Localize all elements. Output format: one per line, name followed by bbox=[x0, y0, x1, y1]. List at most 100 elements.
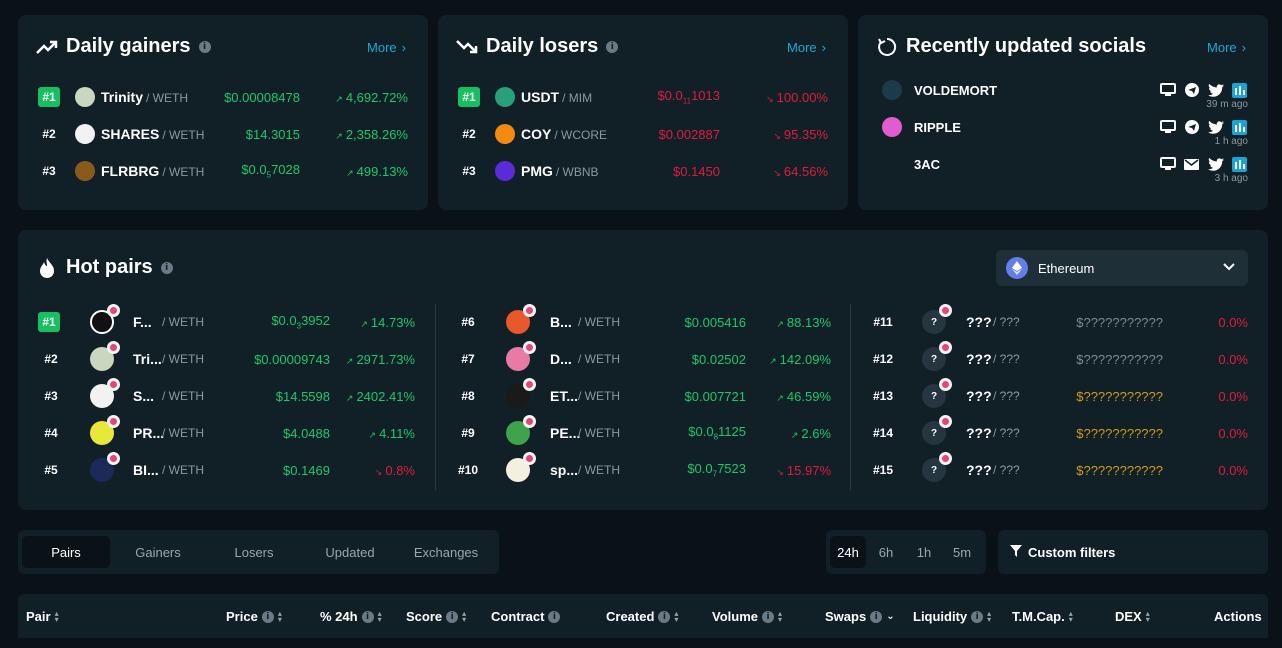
telegram-icon[interactable] bbox=[1183, 120, 1200, 134]
header-created[interactable]: Created i ▴ ▾ bbox=[606, 608, 679, 624]
twitter-icon[interactable] bbox=[1207, 157, 1224, 171]
rank-badge: #3 bbox=[462, 164, 476, 178]
socials-more-link[interactable]: More › bbox=[1207, 40, 1246, 55]
rank-badge: #8 bbox=[461, 389, 475, 403]
tab-gainers[interactable]: Gainers bbox=[135, 544, 181, 560]
rank-badge: #6 bbox=[461, 315, 475, 329]
header-pair[interactable]: Pair ▴ ▾ bbox=[26, 608, 59, 624]
info-icon: i bbox=[361, 610, 374, 623]
token-symbol: ??? bbox=[966, 425, 992, 441]
hot-pair-row[interactable]: #2 Tri... / WETH $0.00009743 ↗ 2971.73% bbox=[18, 341, 1268, 371]
hot-pair-row[interactable]: #13???? / ??? $??????????? 0.0% bbox=[18, 378, 1268, 408]
token-symbol: PR... bbox=[133, 425, 165, 441]
tab-exchanges[interactable]: Exchanges bbox=[413, 544, 479, 560]
header-liquidity[interactable]: Liquidity i ▴ ▾ bbox=[913, 608, 992, 624]
dextools-icon[interactable] bbox=[1231, 82, 1248, 98]
hot-pair-row[interactable]: #14???? / ??? $??????????? 0.0% bbox=[18, 415, 1268, 445]
header-contract[interactable]: Contract i bbox=[491, 609, 561, 624]
info-icon: i bbox=[870, 610, 883, 623]
list-item[interactable]: #2 COY / WCORE $0.002887 ↘ 95.35% bbox=[438, 123, 848, 145]
header-tmcap[interactable]: T.M.Cap. ▴ ▾ bbox=[1012, 608, 1073, 624]
token-price: $0.00008478 bbox=[224, 89, 300, 105]
header-score[interactable]: Score i ▴ ▾ bbox=[406, 608, 467, 624]
unknown-token-icon: ? bbox=[922, 458, 946, 482]
chevron-down-icon: ⌄ bbox=[886, 611, 895, 622]
tab-losers[interactable]: Losers bbox=[234, 544, 274, 560]
list-item[interactable]: VOLDEMORT 39 m ago bbox=[858, 79, 1268, 110]
twitter-icon[interactable] bbox=[1207, 120, 1224, 134]
dextools-icon[interactable] bbox=[1231, 156, 1248, 172]
website-icon[interactable] bbox=[1159, 157, 1176, 171]
list-item[interactable]: #2 SHARES / WETH $14.3015 ↗ 2,358.26% bbox=[18, 123, 428, 145]
token-symbol: FLRBRG / WETH bbox=[101, 163, 205, 179]
list-tabs: Pairs Gainers Losers Updated Exchanges bbox=[18, 530, 499, 574]
tab-pairs[interactable]: Pairs bbox=[22, 536, 110, 568]
token-icon bbox=[495, 87, 515, 107]
hot-pair-row[interactable]: #8 ET... / WETH $0.007721 ↗ 46.59% bbox=[18, 378, 1268, 408]
telegram-icon[interactable] bbox=[1183, 83, 1200, 97]
list-item[interactable]: #1 USDT / MIM $0.0111013 ↘ 100.00% bbox=[438, 86, 848, 108]
daily-gainers-title: Daily gainers i bbox=[36, 35, 211, 58]
header-dex[interactable]: DEX ▴ ▾ bbox=[1115, 608, 1150, 624]
list-item[interactable]: 3AC 3 h ago bbox=[858, 153, 1268, 184]
tab-updated[interactable]: Updated bbox=[325, 544, 375, 560]
token-name: 3AC bbox=[914, 156, 941, 172]
hot-pair-row[interactable]: #12???? / ??? $??????????? 0.0% bbox=[18, 341, 1268, 371]
hot-pair-row[interactable]: #15???? / ??? $??????????? 0.0% bbox=[18, 452, 1268, 482]
price-change: ↘ 64.56% bbox=[773, 163, 828, 179]
hot-pair-row[interactable]: #10 sp... / WETH $0.077523 ↘ 15.97% bbox=[18, 452, 1268, 482]
hot-pair-row[interactable]: #7 D... / WETH $0.02502 ↗ 142.09% bbox=[18, 341, 1268, 371]
token-symbol: ET... bbox=[550, 388, 579, 404]
arrow-up-icon: ↗ bbox=[368, 429, 377, 440]
hot-pair-row[interactable]: #1 F... / WETH $0.033952 ↗ 14.73% bbox=[18, 304, 1268, 334]
uniswap-icon bbox=[523, 378, 536, 391]
custom-filters-button[interactable]: Custom filters bbox=[998, 530, 1268, 574]
timeframe-1h[interactable]: 1h bbox=[916, 544, 932, 560]
timeframe-6h[interactable]: 6h bbox=[878, 544, 894, 560]
list-item[interactable]: #3 FLRBRG / WETH $0.057028 ↗ 499.13% bbox=[18, 160, 428, 182]
arrow-down-icon: ↘ bbox=[766, 93, 774, 104]
dextools-icon[interactable] bbox=[1231, 119, 1248, 135]
website-icon[interactable] bbox=[1159, 120, 1176, 134]
hot-pair-row[interactable]: #6 B... / WETH $0.005416 ↗ 88.13% bbox=[18, 304, 1268, 334]
rank-badge: #9 bbox=[461, 426, 475, 440]
chain-selector[interactable]: Ethereum bbox=[996, 250, 1248, 286]
list-item[interactable]: #1 Trinity / WETH $0.00008478 ↗ 4,692.72% bbox=[18, 86, 428, 108]
email-icon[interactable] bbox=[1183, 157, 1200, 171]
token-price: $0.1450 bbox=[673, 163, 720, 179]
gainers-more-link[interactable]: More › bbox=[367, 40, 406, 55]
website-icon[interactable] bbox=[1159, 83, 1176, 97]
column-divider bbox=[435, 304, 436, 490]
list-item[interactable]: #3 PMG / WBNB $0.1450 ↘ 64.56% bbox=[438, 160, 848, 182]
hot-pair-row[interactable]: #11???? / ??? $??????????? 0.0% bbox=[18, 304, 1268, 334]
token-icon bbox=[75, 87, 95, 107]
uniswap-icon bbox=[107, 415, 120, 428]
info-icon[interactable]: i bbox=[606, 40, 619, 53]
price-change: ↘ 0.8% bbox=[374, 462, 415, 478]
header-volume[interactable]: Volume i ▴ ▾ bbox=[712, 608, 783, 624]
hot-pair-row[interactable]: #4 PR... / WETH $4.0488 ↗ 4.11% bbox=[18, 415, 1268, 445]
info-icon[interactable]: i bbox=[198, 40, 211, 53]
hot-pair-row[interactable]: #9 PE... / WETH $0.081125 ↗ 2.6% bbox=[18, 415, 1268, 445]
price-change: ↗ 499.13% bbox=[346, 163, 408, 179]
timeframe-5m[interactable]: 5m bbox=[952, 544, 972, 560]
hot-pair-row[interactable]: #3 S... / WETH $14.5598 ↗ 2402.41% bbox=[18, 378, 1268, 408]
rank-badge: #14 bbox=[872, 426, 894, 440]
list-item[interactable]: RIPPLE 1 h ago bbox=[858, 116, 1268, 147]
hot-pair-row[interactable]: #5 BI... / WETH $0.1469 ↘ 0.8% bbox=[18, 452, 1268, 482]
header-price[interactable]: Price i ▴ ▾ bbox=[226, 608, 282, 624]
token-price: $0.02502 bbox=[691, 351, 746, 367]
token-price: $0.00009743 bbox=[254, 351, 330, 367]
losers-more-link[interactable]: More › bbox=[787, 40, 826, 55]
chevron-right-icon: › bbox=[401, 40, 406, 55]
token-symbol: BI... bbox=[133, 462, 159, 478]
info-icon[interactable]: i bbox=[160, 261, 173, 274]
token-price: $??????????? bbox=[1076, 314, 1163, 330]
info-icon: i bbox=[971, 610, 984, 623]
timeframe-24h[interactable]: 24h bbox=[830, 536, 866, 568]
header-swaps[interactable]: Swaps i ⌄ bbox=[825, 609, 895, 624]
header-pct24[interactable]: % 24h i ▴ ▾ bbox=[320, 608, 382, 624]
price-change: ↗ 142.09% bbox=[769, 351, 831, 367]
twitter-icon[interactable] bbox=[1207, 83, 1224, 97]
token-price: $??????????? bbox=[1076, 388, 1163, 404]
